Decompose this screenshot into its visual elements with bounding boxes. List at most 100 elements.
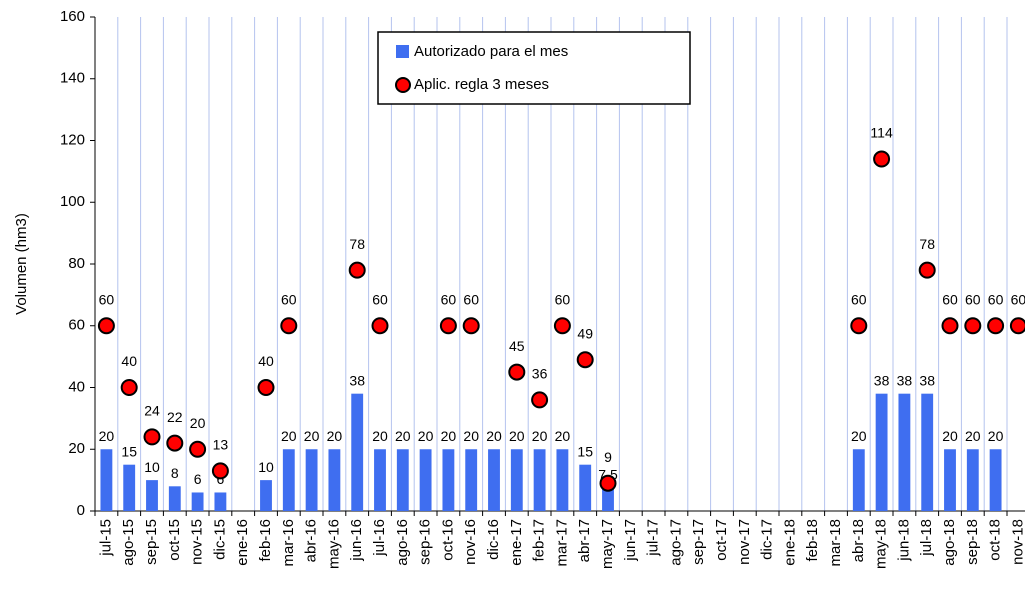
point-value-label: 60 — [555, 291, 571, 307]
bar — [168, 486, 181, 511]
point-value-label: 60 — [281, 291, 297, 307]
x-tick-label: sep-18 — [964, 519, 981, 565]
x-tick-label: ene-16 — [234, 519, 251, 566]
x-tick-label: abr-18 — [850, 519, 867, 562]
point-value-label: 60 — [441, 291, 457, 307]
bar — [100, 449, 113, 511]
y-tick-label: 40 — [68, 378, 85, 395]
legend-swatch — [396, 45, 409, 58]
point-value-label: 60 — [372, 291, 388, 307]
bar — [852, 449, 865, 511]
legend-swatch — [395, 77, 411, 93]
x-tick-label: sep-16 — [417, 519, 434, 565]
bar — [898, 393, 911, 511]
x-tick-label: dic-16 — [485, 519, 502, 560]
bar — [351, 393, 364, 511]
point-value-label: 60 — [965, 291, 981, 307]
point-value-label: 60 — [99, 291, 115, 307]
x-tick-label: jul-18 — [918, 519, 935, 557]
bar-value-label: 38 — [874, 372, 890, 388]
y-tick-label: 60 — [68, 317, 85, 334]
x-tick-label: sep-17 — [690, 519, 707, 565]
x-tick-label: ago-16 — [394, 519, 411, 566]
bar-value-label: 15 — [577, 443, 593, 459]
x-tick-label: ago-15 — [120, 519, 137, 566]
x-tick-label: may-18 — [873, 519, 890, 569]
y-tick-label: 120 — [60, 131, 85, 148]
x-tick-label: sep-15 — [143, 519, 160, 565]
bar — [488, 449, 500, 511]
x-tick-label: jul-15 — [97, 519, 114, 557]
x-tick-label: dic-17 — [759, 519, 776, 560]
x-tick-label: feb-18 — [804, 519, 821, 562]
point-value-label: 20 — [190, 415, 206, 431]
x-tick-label: ago-18 — [941, 519, 958, 566]
bar-value-label: 38 — [919, 372, 935, 388]
bar-value-label: 20 — [372, 428, 388, 444]
bar — [556, 449, 569, 511]
x-tick-label: feb-17 — [531, 519, 548, 562]
point — [371, 317, 389, 335]
point-value-label: 114 — [870, 125, 893, 141]
bar-value-label: 38 — [349, 372, 365, 388]
bar-value-label: 20 — [281, 428, 297, 444]
point — [189, 440, 207, 458]
bar-value-label: 20 — [851, 428, 867, 444]
point-value-label: 78 — [919, 236, 935, 252]
bar — [260, 480, 272, 511]
point — [553, 317, 571, 335]
x-tick-label: jul-17 — [645, 519, 662, 557]
point-value-label: 49 — [577, 325, 593, 341]
point — [576, 351, 594, 369]
x-tick-label: nov-17 — [736, 519, 753, 565]
point — [850, 317, 868, 335]
point — [941, 317, 959, 335]
bar — [533, 449, 546, 511]
bar — [966, 449, 979, 511]
bar-value-label: 20 — [509, 428, 525, 444]
point — [1009, 317, 1025, 335]
x-tick-label: jun-17 — [622, 519, 639, 562]
point-value-label: 60 — [988, 291, 1004, 307]
point-value-label: 60 — [942, 291, 958, 307]
point — [120, 379, 138, 396]
bar — [374, 449, 386, 511]
point — [439, 317, 457, 335]
x-tick-label: oct-17 — [713, 519, 730, 561]
legend-label: Autorizado para el mes — [414, 43, 568, 60]
point — [599, 474, 617, 492]
x-tick-label: abr-16 — [303, 519, 320, 562]
bar-value-label: 20 — [441, 428, 457, 444]
x-tick-label: oct-15 — [166, 519, 183, 561]
bar-value-label: 20 — [99, 428, 115, 444]
point-value-label: 60 — [851, 291, 867, 307]
point — [143, 428, 161, 446]
point — [964, 317, 982, 335]
point-value-label: 13 — [213, 437, 229, 453]
y-tick-label: 20 — [68, 440, 85, 457]
x-tick-label: mar-17 — [553, 519, 570, 567]
x-tick-label: feb-16 — [257, 519, 274, 562]
point — [508, 363, 526, 381]
point-value-label: 40 — [258, 353, 274, 369]
x-tick-label: nov-16 — [462, 519, 479, 565]
x-tick-label: may-16 — [325, 519, 342, 569]
point — [257, 379, 275, 396]
bar-value-label: 20 — [327, 428, 343, 444]
bar-value-label: 10 — [144, 459, 160, 475]
bar — [510, 449, 523, 511]
point — [211, 462, 229, 480]
point-value-label: 36 — [532, 366, 548, 382]
point-value-label: 78 — [349, 236, 365, 252]
y-tick-label: 160 — [60, 8, 85, 25]
point-value-label: 24 — [144, 403, 160, 419]
y-tick-label: 80 — [68, 255, 85, 272]
bar — [419, 449, 432, 511]
bar — [282, 449, 295, 511]
bar-value-label: 20 — [988, 428, 1004, 444]
bar — [579, 464, 592, 511]
x-tick-label: jul-16 — [371, 519, 388, 557]
bar-value-label: 6 — [194, 471, 202, 487]
x-tick-label: may-17 — [599, 519, 616, 569]
